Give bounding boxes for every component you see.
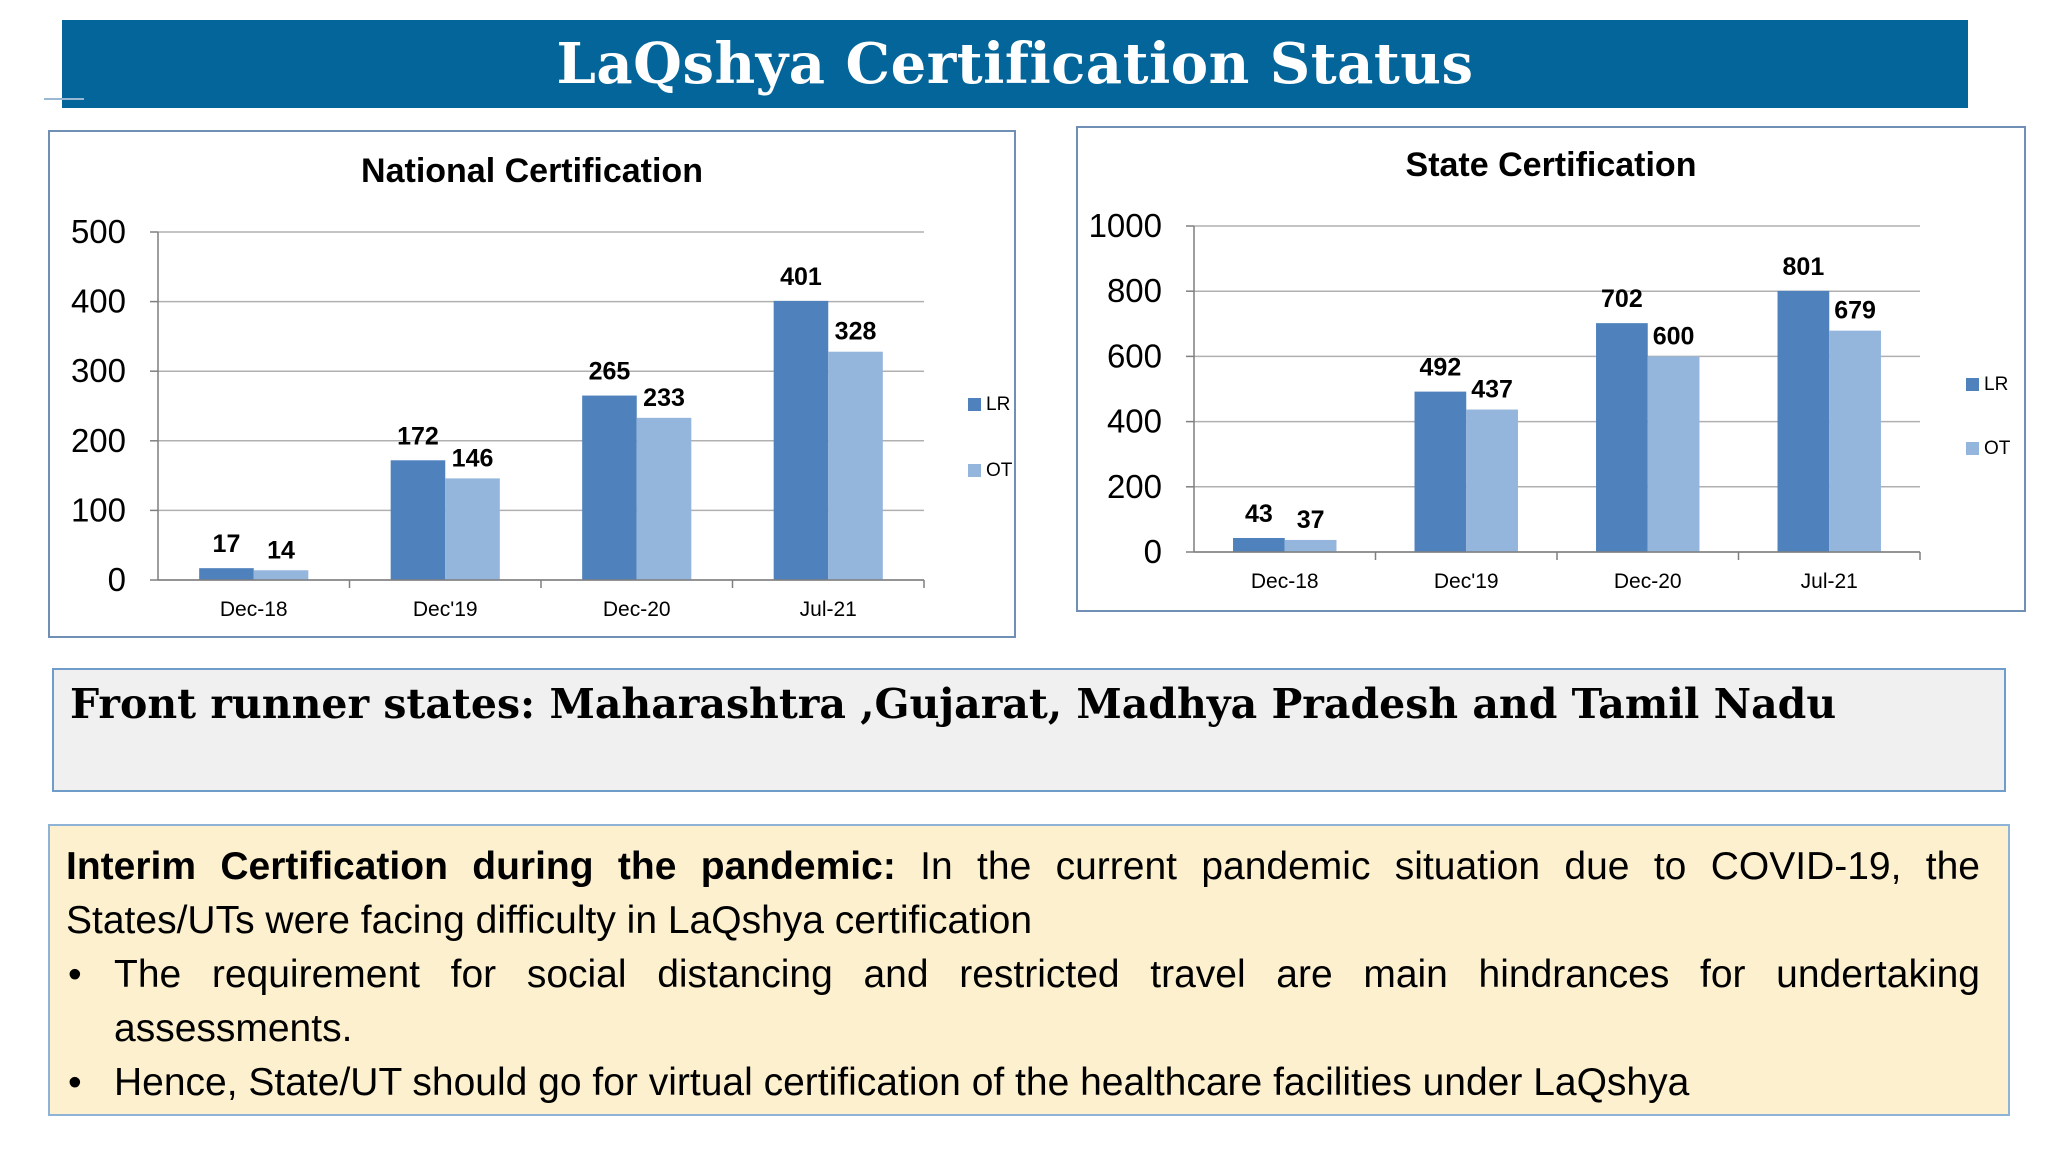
x-tick-label: Dec'19: [1434, 570, 1499, 593]
legend-label: LR: [986, 394, 1010, 415]
data-label: 43: [1245, 500, 1273, 528]
title-banner: LaQshya Certification Status: [62, 20, 1968, 108]
bar-lr: [582, 395, 637, 580]
y-tick-label: 100: [71, 491, 126, 528]
bar-ot: [1829, 330, 1881, 552]
data-label: 233: [643, 384, 685, 412]
title-accent-line: [44, 98, 84, 100]
interim-heading: Interim Certification during the pandemi…: [66, 845, 896, 888]
data-label: 328: [835, 318, 877, 346]
data-label: 172: [397, 422, 439, 450]
bar-ot: [636, 417, 692, 580]
bar-ot: [828, 351, 883, 580]
x-tick-label: Dec-18: [220, 598, 288, 621]
page-title: LaQshya Certification Status: [556, 31, 1474, 97]
y-tick-label: 0: [1144, 533, 1162, 570]
data-label: 37: [1297, 506, 1325, 534]
x-tick-label: Jul-21: [800, 598, 857, 621]
bullet-symbol: •: [68, 953, 82, 996]
legend-swatch-lr: [1966, 378, 1979, 391]
bar-ot: [253, 570, 309, 580]
data-label: 600: [1653, 322, 1695, 350]
legend-label: OT: [986, 460, 1013, 481]
x-tick-label: Dec-20: [1614, 570, 1682, 593]
national-certification-chart: National Certification 0 100 200 300 400 500 D…: [48, 130, 1016, 638]
y-tick-label: 1000: [1089, 207, 1162, 244]
data-label: 401: [780, 263, 822, 291]
bar-ot: [1284, 539, 1337, 552]
bullet-symbol: •: [68, 1061, 82, 1104]
front-runner-box: Front runner states: Maharashtra ,Gujara…: [52, 668, 2006, 792]
data-label: 146: [452, 444, 494, 472]
data-label: 265: [589, 358, 631, 386]
x-tick-label: Jul-21: [1801, 570, 1858, 593]
legend-label: OT: [1984, 438, 2011, 459]
y-tick-label: 0: [108, 561, 126, 598]
national-chart-title: National Certification: [361, 152, 703, 190]
x-tick-label: Dec-18: [1251, 570, 1319, 593]
bar-ot: [1647, 356, 1700, 552]
y-tick-label: 600: [1107, 337, 1162, 374]
state-chart-title: State Certification: [1405, 146, 1697, 184]
x-tick-label: Dec-20: [603, 598, 671, 621]
x-tick-label: Dec'19: [413, 598, 478, 621]
legend-swatch-ot: [968, 464, 981, 477]
y-tick-label: 200: [1107, 468, 1162, 505]
bar-lr: [1777, 290, 1830, 552]
y-tick-label: 400: [71, 283, 126, 320]
y-tick-label: 200: [71, 422, 126, 459]
bar-lr: [1414, 391, 1467, 552]
chart-plot-svg: 0 100 200 300 400 500 Dec-18 17 14 Dec'19 172 146 De…: [71, 213, 1013, 621]
bullet-text: The requirement for social distancing an…: [114, 953, 1980, 1050]
legend-swatch-lr: [968, 398, 981, 411]
interim-text: In the current pandemic situation due to…: [66, 845, 1981, 942]
bar-lr: [199, 568, 254, 580]
state-certification-chart: State Certification 0 200 400 600 800 1000 Dec…: [1076, 126, 2026, 612]
bar-ot: [1466, 409, 1518, 552]
y-tick-label: 800: [1107, 272, 1162, 309]
data-label: 437: [1471, 376, 1513, 404]
bar-lr: [1233, 537, 1285, 552]
y-tick-label: 500: [71, 213, 126, 250]
interim-paragraph: Interim Certification during the pandemi…: [66, 840, 1980, 948]
legend-label: LR: [1984, 374, 2008, 395]
bullet-item: • The requirement for social distancing a…: [66, 948, 1980, 1056]
data-label: 14: [267, 536, 295, 564]
data-label: 702: [1601, 285, 1643, 313]
chart-plot-svg: 0 200 400 600 800 1000 Dec-18 43 37 Dec'19 492 437 D…: [1089, 207, 2011, 593]
data-label: 801: [1783, 253, 1825, 281]
bar-lr: [773, 300, 829, 580]
data-label: 492: [1420, 354, 1462, 382]
legend-swatch-ot: [1966, 442, 1979, 455]
y-tick-label: 400: [1107, 403, 1162, 440]
data-label: 17: [213, 530, 241, 558]
interim-certification-box: Interim Certification during the pandemi…: [48, 824, 2010, 1116]
bullet-item: • Hence, State/UT should go for virtual c…: [66, 1056, 1980, 1110]
front-runner-text: Front runner states: Maharashtra ,Gujara…: [70, 680, 1837, 728]
bar-lr: [1596, 323, 1648, 552]
y-tick-label: 300: [71, 352, 126, 389]
bullet-text: Hence, State/UT should go for virtual ce…: [114, 1061, 1690, 1104]
data-label: 679: [1834, 297, 1876, 325]
bar-lr: [390, 460, 446, 580]
bar-ot: [445, 478, 500, 580]
